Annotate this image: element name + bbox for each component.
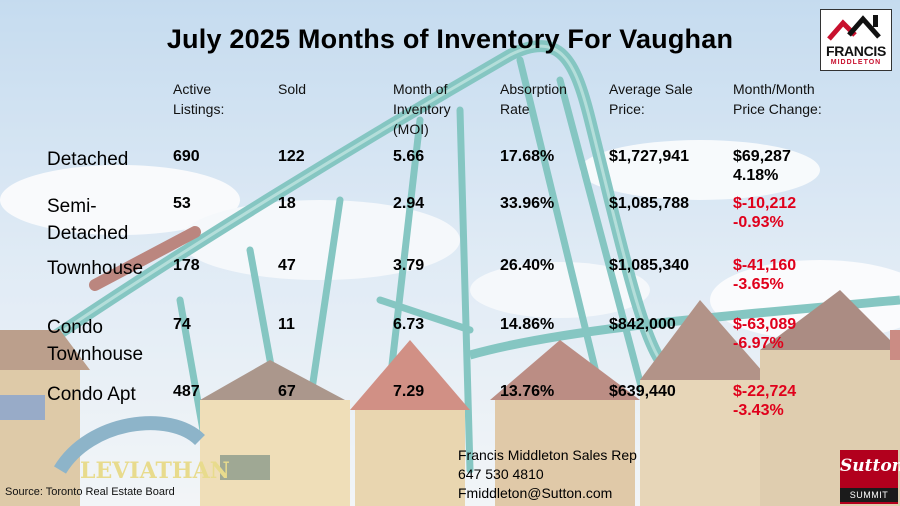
condo-apt-moi: 7.29 [393, 383, 425, 400]
condo-apt-avg-price: $639,440 [609, 383, 676, 400]
detached-moi: 5.66 [393, 148, 425, 165]
condo-apt-absorption: 13.76% [500, 383, 555, 400]
sutton-logo-word: Sutton [840, 456, 900, 476]
semi-detached-change-amount: $-10,212 [733, 195, 797, 212]
condo-townhouse-active: 74 [173, 316, 191, 333]
logo-name: FRANCIS [825, 43, 887, 59]
condo-apt-active: 487 [173, 383, 200, 400]
header-absorption-rate: Absorption Rate [500, 81, 567, 117]
row-label-condo-townhouse: Condo Townhouse [47, 317, 144, 365]
semi-detached-active: 53 [173, 195, 191, 212]
semi-detached-sold: 18 [278, 195, 296, 212]
logo-sub: MIDDLETON [830, 59, 882, 66]
condo-townhouse-absorption: 14.86% [500, 316, 555, 333]
condo-townhouse-moi: 6.73 [393, 316, 425, 333]
detached-absorption: 17.68% [500, 148, 555, 165]
townhouse-sold: 47 [278, 257, 296, 274]
header-moi: Month of Inventory (MOI) [393, 81, 451, 137]
detached-avg-price: $1,727,941 [609, 148, 690, 165]
townhouse-change-pct: -3.65% [733, 276, 784, 293]
semi-detached-moi: 2.94 [393, 195, 425, 212]
header-active-listings: Active Listings: [173, 81, 225, 117]
condo-townhouse-change-amount: $-63,089 [733, 316, 797, 333]
detached-active: 690 [173, 148, 200, 165]
semi-detached-change-pct: -0.93% [733, 214, 784, 231]
detached-change-amount: $69,287 [733, 148, 791, 165]
summit-logo-word: SUMMIT [840, 488, 898, 502]
row-label-condo-apt: Condo Apt [47, 384, 136, 405]
contact-email[interactable]: Fmiddleton@Sutton.com [458, 485, 613, 501]
page-title: July 2025 Months of Inventory For Vaugha… [166, 24, 734, 54]
semi-detached-avg-price: $1,085,788 [609, 195, 690, 212]
townhouse-change-amount: $-41,160 [733, 257, 797, 274]
semi-detached-absorption: 33.96% [500, 195, 555, 212]
condo-townhouse-change-pct: -6.97% [733, 335, 784, 352]
detached-sold: 122 [278, 148, 305, 165]
condo-apt-change-amount: $-22,724 [733, 383, 797, 400]
contact-phone[interactable]: 647 530 4810 [458, 466, 544, 482]
condo-apt-sold: 67 [278, 383, 296, 400]
townhouse-avg-price: $1,085,340 [609, 257, 690, 274]
source-note: Source: Toronto Real Estate Board [5, 486, 175, 498]
townhouse-moi: 3.79 [393, 257, 425, 274]
contact-block: Francis Middleton Sales Rep 647 530 4810… [458, 446, 637, 503]
contact-name: Francis Middleton Sales Rep [458, 447, 637, 463]
condo-apt-change-pct: -3.43% [733, 402, 784, 419]
header-average-sale-price: Average Sale Price: [609, 81, 693, 117]
condo-townhouse-sold: 11 [278, 316, 295, 333]
row-label-semi-detached: Semi- Detached [47, 196, 129, 244]
francis-middleton-logo: FRANCIS MIDDLETON [820, 9, 892, 71]
condo-townhouse-avg-price: $842,000 [609, 316, 676, 333]
sutton-summit-logo: Sutton SUMMIT [840, 450, 900, 504]
row-label-detached: Detached [47, 149, 129, 170]
row-label-townhouse: Townhouse [47, 258, 144, 279]
townhouse-active: 178 [173, 257, 200, 274]
detached-change-pct: 4.18% [733, 167, 779, 184]
leviathan-sign: LEVIATHAN [80, 458, 230, 484]
house-roof-icon [827, 15, 881, 41]
townhouse-absorption: 26.40% [500, 257, 555, 274]
header-price-change: Month/Month Price Change: [733, 81, 822, 117]
header-sold: Sold [278, 81, 307, 97]
